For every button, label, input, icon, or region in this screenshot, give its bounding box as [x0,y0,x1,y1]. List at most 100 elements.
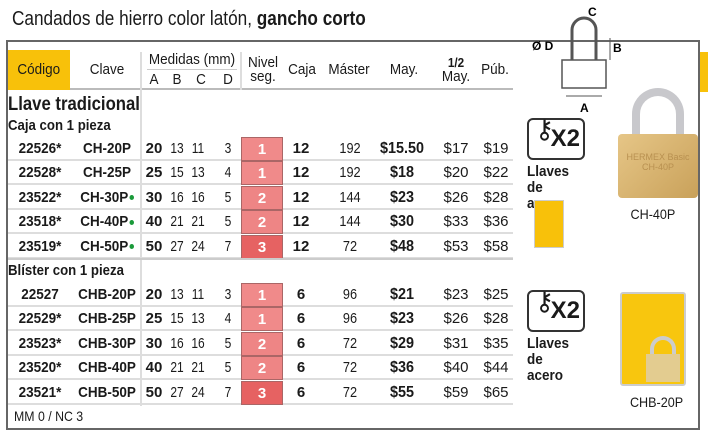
table-frame [6,40,700,430]
header-b: B [172,71,182,88]
header-c: C [196,71,206,88]
cell-d: 3 [224,140,232,157]
cell-c: 16 [191,188,205,206]
blister-package-image [620,292,686,386]
cell-pub: $28 [483,188,509,206]
cell-half: $26 [443,310,469,328]
divider [140,52,142,406]
cell-a: 20 [145,286,163,303]
cell-half: $20 [443,164,469,182]
header-nivel: Nivel seg. [247,54,279,85]
yellow-tab [700,52,708,92]
cell-pub: $44 [483,359,509,377]
cell-master: 72 [342,383,358,401]
cell-half: $23 [443,286,469,303]
cell-pub: $19 [483,140,509,157]
cell-c: 11 [191,286,205,303]
cell-d: 7 [224,383,232,401]
header-d: D [223,71,233,88]
table-row: 22526* CH-20P 20 13 11 3 1 12 192 $15.50 $17 $19 [8,137,513,161]
header-medidas: Medidas (mm) [147,50,237,70]
cell-clave: CH-30P [76,189,139,206]
cell-a: 30 [145,334,163,352]
dim-b: B [613,41,622,55]
box-package-image [534,200,564,248]
cell-clave: CH-25P [82,164,132,182]
cell-a: 20 [145,140,163,157]
cell-half: $33 [443,213,469,231]
product-caption-chb20p: CHB-20P [629,394,684,410]
padlock-image-ch40p: HERMEX Basic CH-40P [618,88,698,208]
cell-pub: $28 [483,310,509,328]
cell-may: $29 [389,334,415,352]
cell-pub: $35 [483,334,509,352]
cell-b: 27 [170,237,184,255]
cell-caja: 12 [292,140,310,157]
cell-nivel: 2 [241,210,283,235]
cell-clave: CHB-30P [78,334,136,352]
cell-clave: CHB-40P [78,359,136,377]
cell-clave: CH-40P [76,213,139,230]
cell-d: 7 [224,237,232,255]
cell-master: 72 [342,334,358,352]
cell-nivel: 1 [241,137,283,161]
table-row: 23518* CH-40P 40 21 21 5 2 12 144 $30 $33 $36 [8,210,513,235]
header-caja: Caja [288,61,316,78]
new-item-dot-icon [129,195,134,201]
cell-master: 96 [342,286,358,303]
page-title: Candados de hierro color latón, gancho c… [12,8,366,31]
cell-b: 21 [170,213,184,231]
cell-clave: CHB-20P [78,286,136,303]
cell-codigo: 22528* [18,164,62,182]
keys-count: X2 [550,125,580,152]
cell-d: 4 [224,310,232,328]
cell-a: 40 [145,213,163,231]
cell-pub: $25 [483,286,509,303]
cell-caja: 12 [292,213,310,231]
cell-a: 25 [145,310,163,328]
cell-nivel: 1 [241,283,283,307]
cell-c: 24 [191,383,205,401]
cell-pub: $65 [483,383,509,401]
cell-may: $36 [389,359,415,377]
header-may: May. [389,61,419,78]
cell-codigo: 22526* [18,140,62,157]
cell-c: 21 [191,213,205,231]
cell-master: 192 [339,164,361,182]
new-item-dot-icon [129,244,134,250]
cell-nivel: 2 [241,356,283,381]
cell-half: $26 [443,188,469,206]
cell-nivel: 3 [241,380,283,405]
key-icon: ⚷ [535,114,555,144]
cell-may: $55 [389,383,415,401]
table-row: 22528* CH-25P 25 15 13 4 1 12 192 $18 $20 $22 [8,161,513,186]
cell-clave: CH-20P [82,140,132,157]
cell-clave: CHB-25P [78,310,136,328]
cell-caja: 12 [292,164,310,182]
key-icon: ⚷ [535,286,555,316]
cell-caja: 6 [296,383,306,401]
cell-caja: 6 [296,310,306,328]
table-row: 23521* CHB-50P 50 27 24 7 3 6 72 $55 $59 $65 [8,380,513,405]
cell-a: 25 [145,164,163,182]
cell-caja: 12 [292,237,310,255]
cell-b: 15 [170,164,184,182]
cell-c: 11 [191,140,205,157]
cell-half: $40 [443,359,469,377]
header-master: Máster [328,61,370,78]
header-pub: Púb. [481,61,509,78]
cell-caja: 6 [296,286,306,303]
divider [240,52,242,90]
cell-may: $18 [389,164,415,182]
cell-b: 15 [170,310,184,328]
cell-nivel: 1 [241,161,283,186]
cell-codigo: 22529* [18,310,62,328]
cell-caja: 6 [296,359,306,377]
cell-d: 3 [224,286,232,303]
cell-c: 21 [191,359,205,377]
table-row: 23519* CH-50P 50 27 24 7 3 12 72 $48 $53 $58 [8,234,513,259]
cell-b: 16 [170,188,184,206]
table-row: 23523* CHB-30P 30 16 16 5 2 6 72 $29 $31 $35 [8,331,513,356]
